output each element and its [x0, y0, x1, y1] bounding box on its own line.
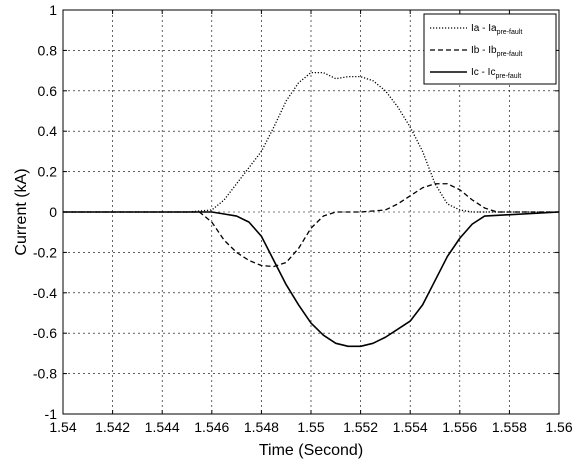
legend-label-name: Ia - Ia — [471, 23, 497, 34]
x-tick-label: 1.542 — [95, 419, 130, 435]
y-tick-label: 0 — [49, 204, 57, 220]
series-line-1 — [63, 71, 559, 213]
x-tick-label: 1.55 — [297, 419, 324, 435]
axis-ticks — [62, 9, 560, 415]
legend-label-subscript: pre-fault — [497, 29, 523, 36]
legend-label-name: Ib - Ib — [471, 45, 497, 56]
x-tick-label: 1.552 — [343, 419, 378, 435]
y-tick-label: -0.8 — [33, 366, 57, 382]
series-layer — [63, 71, 560, 348]
x-tick-label: 1.54 — [49, 419, 76, 435]
series-line-2 — [63, 183, 559, 268]
y-axis-label: Current (kA) — [13, 168, 30, 255]
x-tick-label: 1.554 — [393, 419, 428, 435]
y-tick-label: 0.8 — [38, 42, 58, 58]
y-tick-label: -1 — [45, 406, 58, 422]
y-tick-label: -0.4 — [33, 285, 57, 301]
y-tick-label: -0.2 — [33, 244, 57, 260]
x-axis-label: Time (Second) — [259, 442, 363, 459]
legend-label-1: Ia - Iapre-fault — [471, 23, 522, 36]
series-line-3 — [63, 211, 560, 348]
y-tick-label: 0.4 — [38, 123, 58, 139]
y-tick-label: 0.6 — [38, 83, 58, 99]
x-tick-label: 1.548 — [244, 419, 279, 435]
x-tick-label: 1.544 — [145, 419, 180, 435]
x-tick-label: 1.556 — [442, 419, 477, 435]
legend-label-subscript: pre-fault — [497, 51, 523, 58]
x-tick-label: 1.546 — [194, 419, 229, 435]
legend-label-subscript: pre-fault — [495, 73, 521, 80]
y-tick-label: 1 — [49, 2, 57, 18]
tick-labels: 1.54 1.542 1.544 1.546 1.548 1.55 1.552 1.554 1.… — [33, 2, 573, 435]
y-tick-label: 0.2 — [38, 164, 58, 180]
legend-label-3: Ic - Icpre-fault — [471, 67, 521, 80]
legend-label-2: Ib - Ibpre-fault — [471, 45, 522, 58]
y-tick-label: -0.6 — [33, 325, 57, 341]
x-tick-label: 1.558 — [492, 419, 527, 435]
legend-label-name: Ic - Ic — [471, 67, 495, 78]
x-tick-label: 1.56 — [545, 419, 572, 435]
